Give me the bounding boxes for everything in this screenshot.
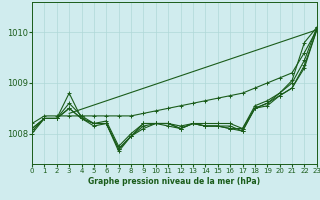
X-axis label: Graphe pression niveau de la mer (hPa): Graphe pression niveau de la mer (hPa) [88, 177, 260, 186]
